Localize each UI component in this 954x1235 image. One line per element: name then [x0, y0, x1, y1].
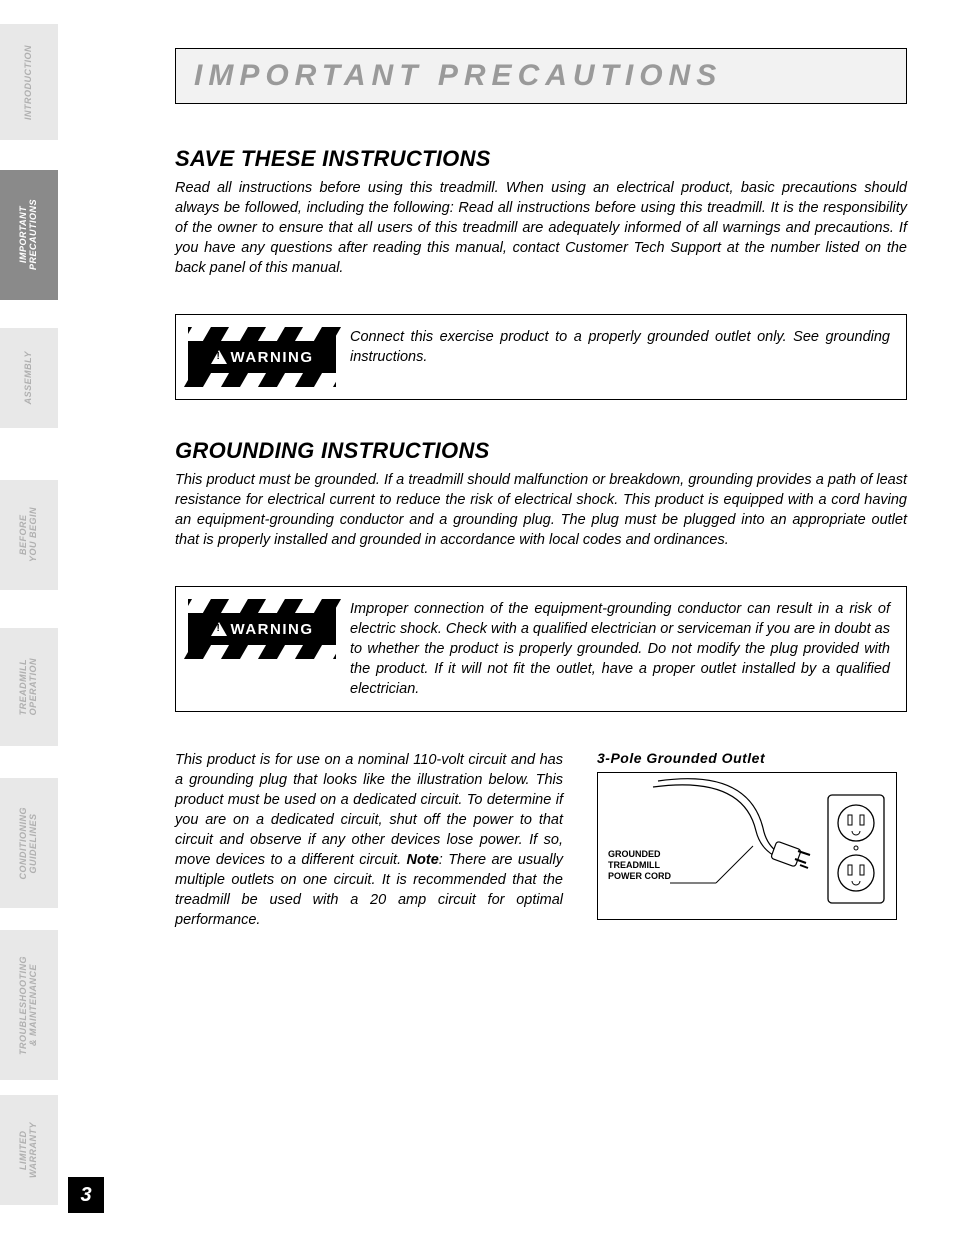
warning-box-1: WARNING Connect this exercise product to…	[175, 314, 907, 400]
sidebar-tabs: INTRODUCTION IMPORTANT PRECAUTIONS ASSEMBL…	[0, 0, 58, 1235]
warning-text-1: Connect this exercise product to a prope…	[350, 327, 890, 367]
circuit-text-pre: This product is for use on a nominal 110…	[175, 752, 563, 868]
outlet-figure: 3-Pole Grounded Outlet	[597, 750, 907, 920]
sidebar-tab-2[interactable]: ASSEMBLY	[0, 328, 58, 428]
sidebar-tab-label: TREADMILL OPERATION	[19, 658, 39, 715]
sidebar-tab-1[interactable]: IMPORTANT PRECAUTIONS	[0, 170, 58, 300]
heading-save-instructions: SAVE THESE INSTRUCTIONS	[175, 146, 907, 172]
outlet-figure-title: 3-Pole Grounded Outlet	[597, 750, 907, 766]
sidebar-tab-label: LIMITED WARRANTY	[19, 1122, 39, 1178]
page-number: 3	[68, 1177, 104, 1213]
sidebar-tab-6[interactable]: TROUBLESHOOTING & MAINTENANCE	[0, 930, 58, 1080]
warning-stamp-icon: WARNING	[188, 599, 336, 659]
outlet-diagram-svg	[598, 773, 898, 921]
two-column-row: This product is for use on a nominal 110…	[175, 750, 907, 930]
warning-box-2: WARNING Improper connection of the equip…	[175, 586, 907, 712]
title-box: IMPORTANT PRECAUTIONS	[175, 48, 907, 104]
page-title: IMPORTANT PRECAUTIONS	[194, 59, 888, 93]
outlet-cord-label: GROUNDED TREADMILL POWER CORD	[608, 849, 671, 881]
sidebar-tab-label: INTRODUCTION	[24, 45, 34, 120]
sidebar-tab-5[interactable]: CONDITIONING GUIDELINES	[0, 778, 58, 908]
warning-stamp-icon: WARNING	[188, 327, 336, 387]
body-save-instructions: Read all instructions before using this …	[175, 178, 907, 278]
warning-stamp-label: WARNING	[231, 621, 314, 638]
outlet-diagram: GROUNDED TREADMILL POWER CORD	[597, 772, 897, 920]
body-grounding: This product must be grounded. If a trea…	[175, 470, 907, 550]
sidebar-tab-4[interactable]: TREADMILL OPERATION	[0, 628, 58, 746]
sidebar-tab-label: CONDITIONING GUIDELINES	[19, 807, 39, 880]
page-content: IMPORTANT PRECAUTIONS SAVE THESE INSTRUC…	[175, 48, 907, 930]
sidebar-tab-label: BEFORE YOU BEGIN	[19, 507, 39, 562]
sidebar-tab-label: ASSEMBLY	[24, 351, 34, 404]
heading-grounding: GROUNDING INSTRUCTIONS	[175, 438, 907, 464]
warning-stamp-label: WARNING	[231, 349, 314, 366]
note-word: Note	[407, 852, 439, 868]
circuit-paragraph: This product is for use on a nominal 110…	[175, 750, 563, 930]
section-save-instructions: SAVE THESE INSTRUCTIONS Read all instruc…	[175, 146, 907, 278]
sidebar-tab-label: IMPORTANT PRECAUTIONS	[19, 199, 39, 270]
warning-text-2: Improper connection of the equipment-gro…	[350, 599, 890, 699]
section-grounding: GROUNDING INSTRUCTIONS This product must…	[175, 438, 907, 550]
sidebar-tab-7[interactable]: LIMITED WARRANTY	[0, 1095, 58, 1205]
sidebar-tab-3[interactable]: BEFORE YOU BEGIN	[0, 480, 58, 590]
sidebar-tab-label: TROUBLESHOOTING & MAINTENANCE	[19, 956, 39, 1055]
sidebar-tab-0[interactable]: INTRODUCTION	[0, 24, 58, 140]
